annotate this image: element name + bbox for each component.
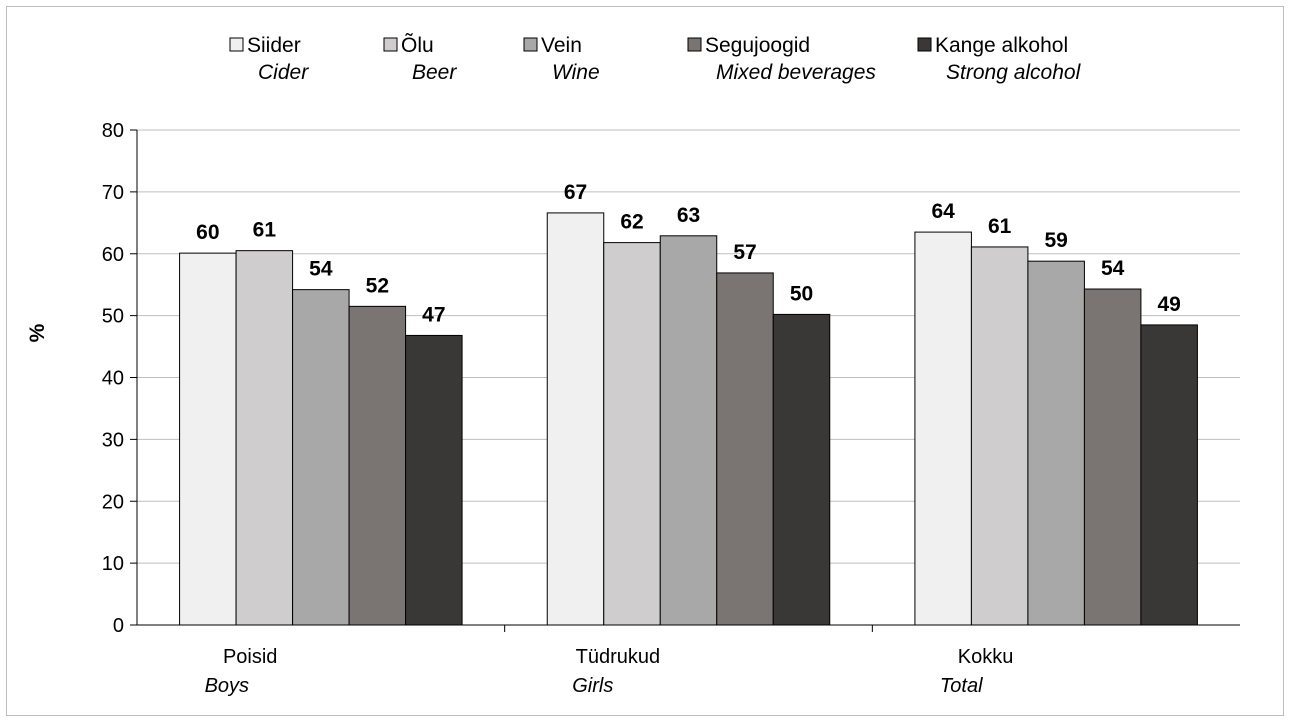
legend-translation: Strong alcohol <box>946 61 1082 84</box>
legend-swatch <box>917 37 932 52</box>
bar-õlu-boys <box>235 250 294 626</box>
y-tick-label: 40 <box>102 368 124 390</box>
data-label: 60 <box>196 221 219 244</box>
legend-item-siider: Siider Cider <box>229 34 309 84</box>
x-category-translation: Total <box>940 675 983 697</box>
legend-swatch <box>229 37 244 52</box>
bar-siider-boys <box>179 252 237 626</box>
data-label: 47 <box>422 303 445 326</box>
y-tick-label: 30 <box>102 429 124 451</box>
bar-kange-alkohol-girls <box>772 313 831 626</box>
data-label: 50 <box>790 282 813 305</box>
y-tick-label: 80 <box>102 120 124 142</box>
legend-label: Kange alkohol <box>935 34 1068 57</box>
data-label: 57 <box>733 241 756 264</box>
legend-label: Vein <box>541 34 582 57</box>
legend: Siider Cider Õlu Beer Vein Wine Segujoogid Mixe… <box>229 33 1082 84</box>
data-labels: 60 61 54 52 47 67 62 63 57 50 64 61 59 54 49 <box>196 181 1181 327</box>
legend-translation: Mixed beverages <box>716 61 876 84</box>
y-tick-label: 10 <box>102 553 124 575</box>
data-label: 54 <box>309 258 333 281</box>
x-categories: Poisid Boys Tüdrukud Girls Kokku Total <box>205 625 1014 697</box>
bar-õlu-girls <box>603 242 661 626</box>
legend-item-kange-alkohol: Kange alkohol Strong alcohol <box>917 34 1082 84</box>
data-label: 49 <box>1157 293 1180 316</box>
bar-segujoogid-boys <box>348 305 407 626</box>
legend-item-õlu: Õlu Beer <box>383 33 457 84</box>
y-axis-label: % <box>26 323 49 342</box>
bar-kange-alkohol-boys <box>405 334 463 626</box>
legend-swatch <box>523 37 538 52</box>
bar-segujoogid-total <box>1083 288 1142 626</box>
data-label: 67 <box>564 181 587 204</box>
data-label: 61 <box>253 219 277 242</box>
bar-siider-total <box>914 231 972 626</box>
x-category-translation: Boys <box>205 675 249 697</box>
legend-translation: Cider <box>258 61 309 84</box>
y-tick-label: 0 <box>113 615 124 637</box>
data-label: 52 <box>366 274 389 297</box>
data-label: 62 <box>620 211 643 234</box>
data-label: 63 <box>677 204 700 227</box>
legend-translation: Beer <box>412 61 457 84</box>
data-label: 59 <box>1044 229 1067 252</box>
x-category-label: Poisid <box>223 646 277 668</box>
y-tick-label: 50 <box>102 306 124 328</box>
x-category-translation: Girls <box>572 675 613 697</box>
legend-swatch <box>383 37 398 52</box>
bar-vein-total <box>1027 260 1085 626</box>
y-tick-label: 60 <box>102 244 124 266</box>
bar-kange-alkohol-total <box>1140 324 1198 626</box>
bar-vein-girls <box>659 235 718 626</box>
legend-label: Õlu <box>401 33 434 57</box>
legend-label: Siider <box>247 34 301 57</box>
data-label: 61 <box>988 215 1012 238</box>
bar-siider-girls <box>546 212 605 626</box>
legend-item-segujoogid: Segujoogid Mixed beverages <box>687 34 876 84</box>
y-tick-label: 70 <box>102 182 124 204</box>
legend-label: Segujoogid <box>705 34 810 57</box>
y-ticks: 0 10 20 30 40 50 60 70 80 <box>102 120 137 637</box>
bars <box>179 212 1198 626</box>
data-label: 54 <box>1101 257 1125 280</box>
legend-translation: Wine <box>552 61 600 84</box>
x-category-label: Tüdrukud <box>576 646 661 668</box>
legend-item-vein: Vein Wine <box>523 34 600 84</box>
bar-segujoogid-girls <box>716 272 774 626</box>
bar-õlu-total <box>970 246 1029 626</box>
x-category-label: Kokku <box>958 646 1014 668</box>
y-tick-label: 20 <box>102 491 124 513</box>
legend-swatch <box>687 37 702 52</box>
bar-vein-boys <box>292 289 350 626</box>
data-label: 64 <box>931 200 955 223</box>
